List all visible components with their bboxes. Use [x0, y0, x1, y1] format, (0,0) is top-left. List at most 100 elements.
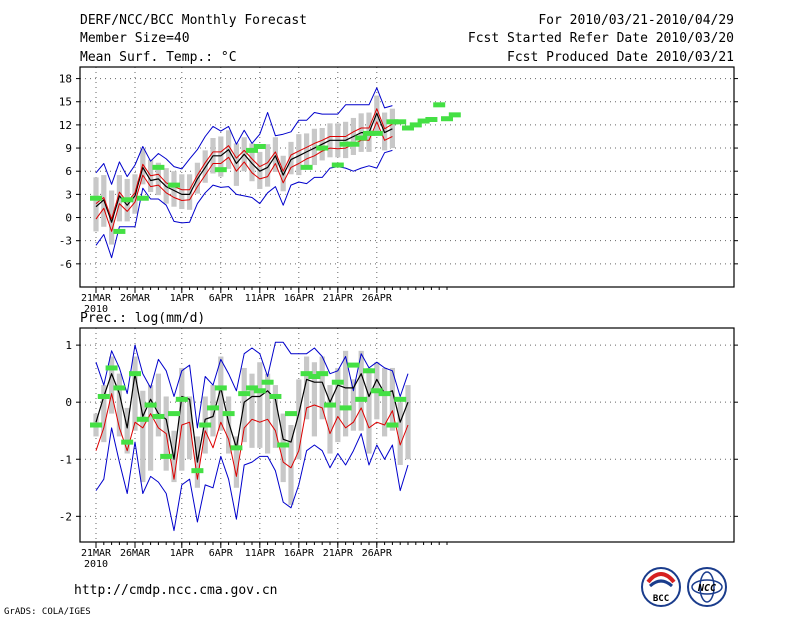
spread-box	[226, 396, 232, 454]
x-tick-label: 16APR	[284, 293, 315, 304]
obs-marker	[136, 195, 149, 201]
plot-frame	[79, 66, 735, 288]
x-tick-label: 11APR	[245, 293, 276, 304]
y-tick-label: 12	[59, 119, 72, 132]
year-label: 2010	[84, 304, 108, 315]
spread-box	[335, 367, 341, 443]
obs-marker	[129, 371, 141, 377]
obs-marker	[269, 393, 282, 399]
series-line-max	[95, 87, 393, 185]
spread-box	[140, 390, 146, 483]
obs-marker	[363, 368, 375, 374]
obs-marker	[121, 439, 134, 445]
spread-box	[233, 436, 239, 488]
header-period: For 2010/03/21-2010/04/29	[538, 13, 734, 28]
x-tick-label: 26MAR	[120, 548, 151, 559]
spread-box	[187, 396, 193, 460]
ncc-logo: NCC	[687, 567, 727, 607]
y-tick-label: 9	[65, 142, 72, 155]
spread-box	[148, 385, 154, 471]
spread-box	[304, 133, 310, 169]
spread-box	[272, 137, 278, 172]
obs-marker	[113, 385, 126, 391]
spread-box	[296, 379, 302, 460]
obs-marker	[168, 182, 180, 188]
x-tick-label: 11APR	[245, 548, 276, 559]
series-line-p_upper	[95, 108, 393, 220]
obs-marker	[324, 402, 336, 408]
obs-marker	[253, 388, 266, 394]
y-tick-label: 15	[59, 96, 72, 109]
bcc-logo-text: BCC	[653, 594, 669, 604]
obs-marker	[433, 102, 446, 108]
obs-marker	[316, 145, 329, 151]
spread-box	[280, 413, 286, 483]
ncc-logo-text: NCC	[697, 583, 716, 594]
obs-marker	[207, 405, 219, 411]
spread-box	[272, 385, 278, 448]
obs-marker	[339, 405, 352, 411]
series-line-max	[95, 341, 409, 429]
x-tick-label: 26APR	[362, 293, 393, 304]
spread-box	[311, 128, 317, 166]
y-tick-label: 18	[59, 73, 72, 86]
spread-box	[389, 367, 395, 431]
obs-marker	[97, 393, 110, 399]
obs-marker	[238, 391, 251, 397]
y-tick-label: -6	[59, 258, 72, 271]
spread-box	[343, 350, 349, 437]
obs-marker	[285, 411, 297, 417]
obs-marker	[370, 130, 383, 136]
spread-box	[397, 402, 403, 465]
spread-box	[265, 144, 271, 187]
obs-marker	[160, 453, 173, 459]
obs-marker	[90, 195, 102, 201]
spread-box	[311, 362, 317, 437]
obs-marker	[386, 422, 399, 428]
obs-marker	[409, 122, 422, 128]
y-tick-label: -1	[59, 453, 72, 466]
series-line-mean	[95, 112, 393, 223]
header-produced-date: Fcst Produced Date 2010/03/21	[507, 50, 734, 65]
obs-marker	[277, 442, 290, 448]
obs-marker	[152, 413, 165, 419]
obs-marker	[363, 130, 375, 136]
spread-box	[218, 356, 224, 431]
obs-marker	[425, 116, 438, 122]
header-variable: Mean Surf. Temp.: °C	[80, 50, 237, 65]
spread-box	[366, 367, 372, 454]
footer-url[interactable]: http://cmdp.ncc.cma.gov.cn	[74, 583, 278, 598]
precip-title: Prec.: log(mm/d)	[80, 311, 205, 326]
obs-marker	[339, 141, 352, 147]
obs-marker	[199, 422, 212, 428]
spread-box	[327, 385, 333, 454]
spread-box	[350, 379, 356, 431]
obs-marker	[347, 141, 360, 147]
x-tick-label: 26APR	[362, 548, 393, 559]
spread-box	[171, 171, 177, 207]
obs-marker	[331, 379, 344, 385]
spread-box	[405, 385, 411, 460]
obs-marker	[355, 135, 368, 141]
header-started-date: Fcst Started Refer Date 2010/03/20	[468, 31, 734, 46]
obs-marker	[355, 396, 368, 402]
x-tick-label: 6APR	[209, 293, 234, 304]
obs-marker	[222, 411, 235, 417]
y-tick-label: -2	[59, 510, 72, 523]
obs-marker	[402, 125, 414, 131]
y-tick-label: 0	[65, 212, 72, 225]
obs-marker	[331, 162, 344, 168]
obs-marker	[113, 228, 126, 234]
obs-marker	[214, 385, 227, 391]
spread-box	[132, 356, 138, 431]
x-tick-label: 16APR	[284, 548, 315, 559]
x-tick-label: 21APR	[323, 293, 354, 304]
obs-marker	[253, 144, 266, 150]
series-line-min	[95, 427, 409, 532]
x-tick-label: 21APR	[323, 548, 354, 559]
obs-marker	[168, 411, 180, 417]
obs-marker	[417, 118, 430, 124]
y-tick-label: 0	[65, 396, 72, 409]
obs-marker	[214, 167, 227, 173]
